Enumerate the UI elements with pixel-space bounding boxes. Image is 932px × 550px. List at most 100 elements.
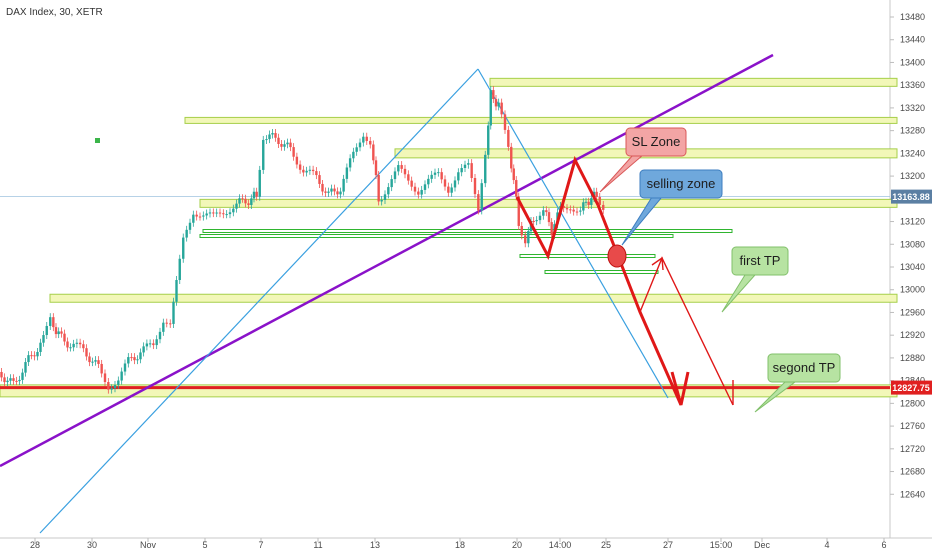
y-tick-label: 13040 [900, 262, 925, 272]
resistance-zone-upper[interactable] [184, 116, 898, 124]
y-tick-label: 13360 [900, 80, 925, 90]
candle-body [542, 210, 545, 216]
segond-tp-callout[interactable]: segond TP [754, 353, 841, 413]
support-line[interactable] [202, 229, 733, 233]
last-price-badge [891, 189, 932, 204]
target-price-badge [891, 380, 932, 395]
candle-body [238, 198, 241, 204]
arrowhead-alt-up [651, 256, 664, 271]
candle-body [420, 189, 423, 195]
entry-circle[interactable] [607, 244, 627, 268]
y-tick-label: 13400 [900, 57, 925, 67]
y-tick-label: 12640 [900, 489, 925, 499]
candle-body [172, 301, 175, 324]
arrowhead-main [670, 371, 690, 406]
support-zone-middle[interactable] [49, 293, 898, 303]
x-tick-label: 28 [30, 540, 40, 550]
candle-body [103, 373, 107, 383]
first-tp-callout[interactable]: first TP [721, 246, 789, 313]
candle-body [417, 191, 420, 195]
candle-body [517, 196, 520, 226]
candle-body [142, 346, 145, 353]
selling-zone-callout[interactable]: selling zone [621, 169, 723, 246]
resistance-zone-top[interactable] [489, 77, 898, 87]
candle-body [410, 180, 413, 187]
candle-body [520, 225, 523, 236]
candle-body [195, 214, 198, 217]
candle-body [208, 212, 212, 214]
candle-body [185, 229, 188, 238]
candle-body [100, 363, 103, 374]
x-tick-label: 20 [512, 540, 522, 550]
candle-body [127, 357, 130, 364]
candle-body [39, 342, 42, 352]
candle-body [443, 179, 447, 187]
candle-body [595, 191, 598, 197]
purple-trendline[interactable] [0, 53, 774, 468]
y-tick-label: 13200 [900, 171, 925, 181]
candle-body [30, 355, 33, 357]
candle-body [524, 235, 527, 244]
candle-body [369, 140, 372, 145]
y-tick-label: 12880 [900, 353, 925, 363]
sl-zone-callout[interactable]: SL Zone [599, 127, 687, 193]
current-zone-band[interactable] [199, 198, 898, 208]
candle-body [145, 343, 149, 347]
y-tick-label: 13120 [900, 217, 925, 227]
support-line[interactable] [544, 270, 659, 274]
x-tick-label: 27 [663, 540, 673, 550]
y-tick-label: 12720 [900, 444, 925, 454]
candle-body [365, 136, 368, 141]
zigzag-path[interactable] [515, 155, 600, 261]
price-badge-label: 12827.75 [892, 383, 930, 393]
callout-box [767, 353, 841, 383]
candle-body [265, 139, 268, 141]
candle-body [232, 208, 235, 213]
candle-body [247, 203, 250, 205]
candle-body [487, 125, 490, 155]
candle-body [175, 280, 178, 302]
callout-box [731, 246, 789, 276]
chart-title-group: DAX Index, 30, XETR [6, 7, 103, 18]
x-tick-label: 15:00 [710, 540, 733, 550]
candle-body [94, 360, 97, 362]
blue-rising-line[interactable] [39, 68, 479, 534]
candle-body [327, 191, 330, 193]
x-tick-label: 5 [202, 540, 207, 550]
x-axis[interactable]: 28 30 Nov 5 7 11 13 18 20 14:00 25 27 15:00 Dec 4 6 [30, 538, 887, 550]
callout-box [639, 169, 723, 199]
candle-body [547, 212, 551, 223]
candle-body [123, 363, 127, 372]
candle-body [463, 164, 467, 168]
candle-body [527, 231, 530, 244]
candle-body [69, 347, 72, 349]
candle-body [198, 216, 202, 218]
overlay-layer[interactable]: SL Zone selling zone first TP segond TP [515, 127, 841, 413]
price-badges: 13163.88 12827.75 [891, 189, 932, 395]
candle-body [139, 352, 142, 360]
candle-body [336, 191, 339, 195]
candle-body [148, 343, 152, 345]
y-tick-label: 13240 [900, 148, 925, 158]
candle-body [393, 171, 397, 180]
drawings-layer[interactable] [0, 53, 890, 534]
candle-body [515, 180, 518, 197]
candle-body [535, 220, 538, 222]
candle-body [562, 205, 565, 209]
candle-body [380, 199, 383, 202]
candle-body [397, 165, 400, 172]
candle-body [136, 359, 139, 361]
blue-falling-line[interactable] [477, 68, 669, 399]
candle-body [602, 204, 605, 210]
x-tick-label: 30 [87, 540, 97, 550]
candle-body [36, 351, 39, 357]
candle-body [342, 178, 345, 192]
candle-body [582, 202, 585, 211]
x-tick-label: Dec [754, 540, 771, 550]
callout-label: selling zone [647, 176, 716, 191]
y-tick-label: 12680 [900, 467, 925, 477]
candle-body [387, 187, 390, 195]
callout-label: segond TP [773, 360, 836, 375]
candle-body [358, 142, 362, 148]
